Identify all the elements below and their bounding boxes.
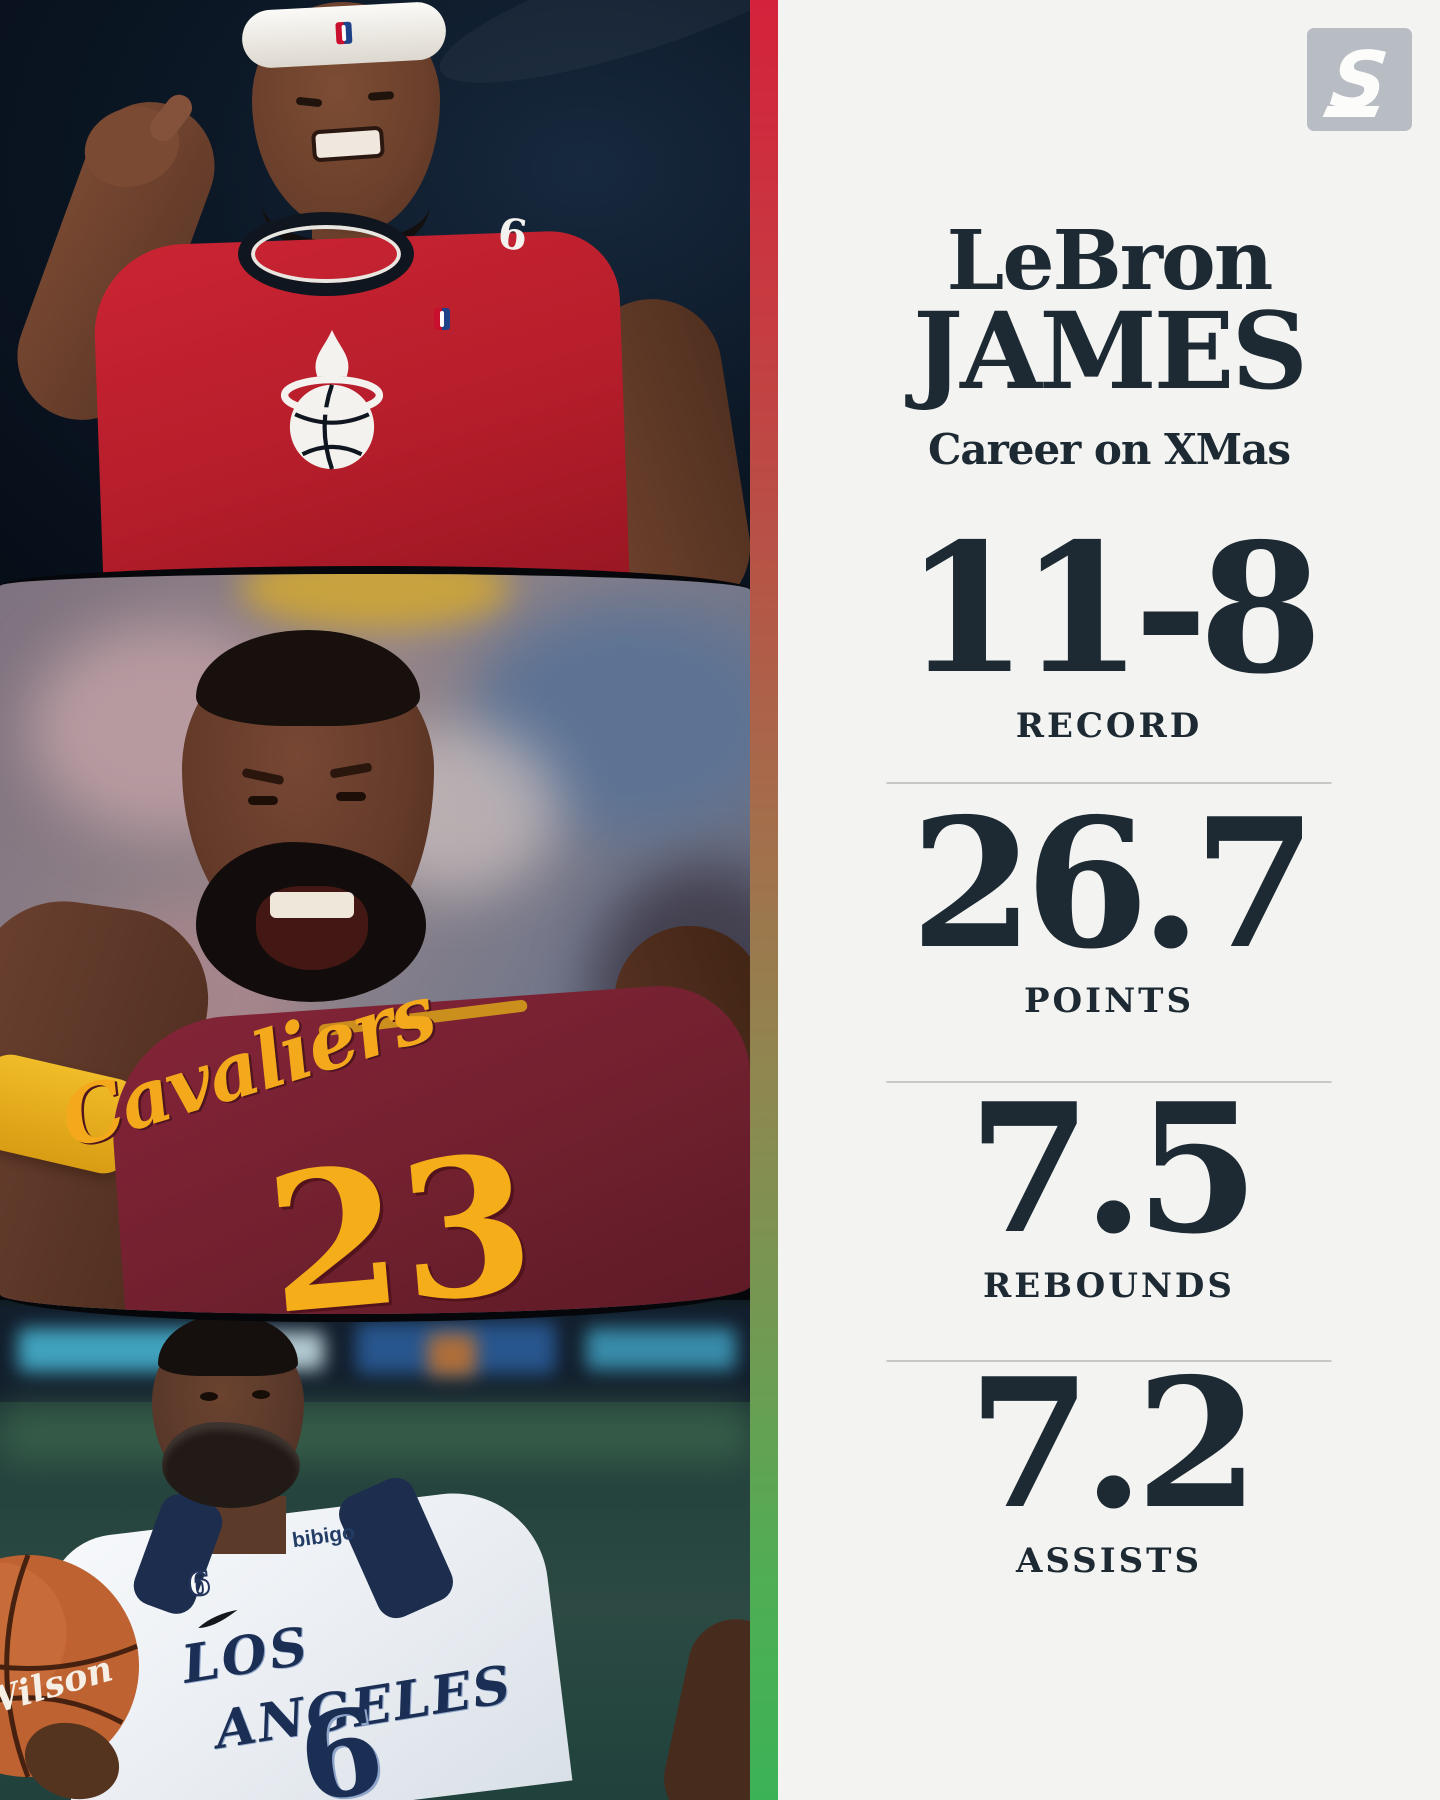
photo-lebron-cavaliers: Cavaliers 23 bbox=[0, 566, 750, 1322]
court-rail-blur bbox=[240, 574, 510, 630]
divider bbox=[886, 1081, 1332, 1083]
lebron-eye bbox=[200, 1392, 218, 1401]
collar-number-patch: 6 bbox=[185, 1563, 213, 1605]
photo-lebron-lakers: bibigo 6 LOS ANGELES 6 Wilson bbox=[0, 1300, 750, 1800]
lebron-teeth bbox=[270, 892, 354, 918]
nike-swoosh-icon bbox=[198, 1609, 238, 1628]
led-segment bbox=[586, 1328, 736, 1370]
player-last-name: JAMES bbox=[912, 288, 1308, 414]
stat-value: 26.7 bbox=[910, 779, 1317, 988]
lebron-eye bbox=[336, 792, 366, 801]
led-segment bbox=[428, 1334, 476, 1376]
player-first-name: LeBron bbox=[946, 213, 1274, 309]
nba-logo-icon bbox=[335, 21, 353, 45]
stat-label: ASSISTS bbox=[1015, 1541, 1203, 1582]
stat-value: 7.2 bbox=[967, 1339, 1260, 1548]
stat-value: 7.5 bbox=[967, 1064, 1260, 1273]
stat-record: 11-8 RECORD bbox=[778, 504, 1440, 747]
jersey-collar bbox=[238, 212, 414, 296]
light-streak bbox=[426, 0, 750, 113]
divider bbox=[886, 1360, 1332, 1362]
subtitle: Career on XMas bbox=[927, 425, 1291, 475]
stat-assists: 7.2 ASSISTS bbox=[778, 1339, 1440, 1582]
stat-label: POINTS bbox=[1023, 981, 1195, 1022]
lebron-eye bbox=[248, 796, 278, 805]
stat-label: REBOUNDS bbox=[983, 1266, 1235, 1307]
heat-sleeve-number: 6 bbox=[495, 208, 531, 261]
stat-label: RECORD bbox=[1015, 706, 1203, 747]
heat-logo-icon bbox=[280, 330, 384, 470]
defender-arm bbox=[655, 1610, 750, 1800]
stats-panel: S LeBron JAMES Career on XMas 11-8 RECOR… bbox=[778, 0, 1440, 1800]
lebron-eye bbox=[252, 1390, 270, 1399]
title-block: LeBron JAMES Career on XMas bbox=[778, 213, 1440, 475]
stat-value: 11-8 bbox=[904, 504, 1322, 713]
thescore-logo-bar bbox=[1322, 106, 1380, 117]
stat-points: 26.7 POINTS bbox=[778, 779, 1440, 1022]
lebron-beard bbox=[162, 1422, 300, 1508]
headband bbox=[240, 0, 448, 70]
wilson-basketball: Wilson bbox=[0, 1554, 139, 1778]
photo-collage: 6 Cavaliers 23 bbox=[0, 0, 750, 1800]
gradient-stripe bbox=[750, 0, 778, 1800]
led-scoreboard bbox=[0, 1306, 750, 1402]
thescore-logo-letter: S bbox=[1326, 36, 1392, 126]
lebron-grin bbox=[310, 125, 386, 163]
stat-rebounds: 7.5 REBOUNDS bbox=[778, 1064, 1440, 1307]
cavaliers-jersey-number: 23 bbox=[258, 1111, 542, 1322]
nba-logo-icon bbox=[434, 308, 450, 330]
thescore-logo: S bbox=[1307, 28, 1412, 131]
court-glow bbox=[0, 1404, 750, 1462]
photo-lebron-heat: 6 bbox=[0, 0, 750, 600]
divider bbox=[886, 782, 1332, 784]
